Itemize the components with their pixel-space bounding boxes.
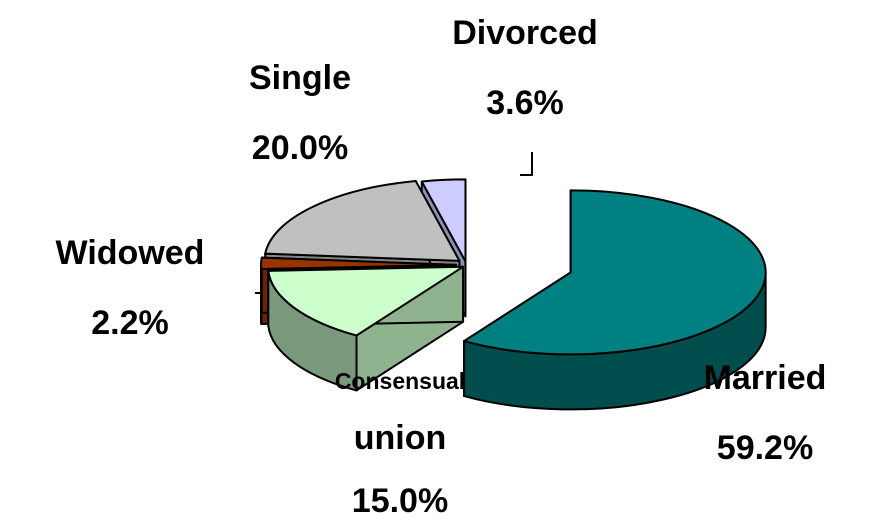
- value-label: 59.2%: [717, 429, 813, 467]
- category-label: Divorced: [452, 14, 598, 52]
- category-label: Married: [704, 359, 827, 397]
- category-label: Widowed: [56, 234, 205, 272]
- leader-line: [520, 152, 532, 175]
- value-label: 3.6%: [486, 84, 564, 122]
- label-line: union: [354, 419, 447, 457]
- category-label: Consensual union: [335, 368, 465, 457]
- value-label: 20.0%: [252, 129, 348, 167]
- label-line: Consensual: [335, 368, 465, 394]
- category-label: Single: [249, 59, 351, 97]
- value-label: 2.2%: [91, 304, 169, 342]
- value-label: 15.0%: [352, 482, 448, 520]
